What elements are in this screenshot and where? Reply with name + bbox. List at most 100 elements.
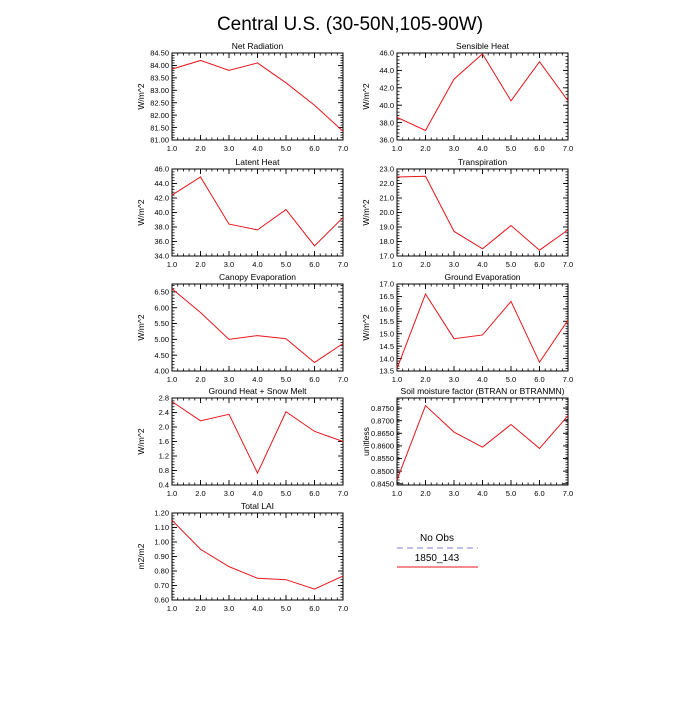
panel-sensible-heat: Sensible Heat W/m^2 1.0 2.0 3.0 4.0 5.0 6.0 7.0 3… [361,41,573,153]
total-lai-ylabel: m2/m2 [136,543,146,569]
soil-moisture-factor-btran-or-btranmn-xtick-label: 3.0 [449,489,459,498]
ground-heat-snow-melt-title: Ground Heat + Snow Melt [208,386,307,396]
canopy-evaporation-title: Canopy Evaporation [219,272,296,282]
transpiration-ytick-label: 18.0 [379,237,394,246]
net-radiation-xtick-label: 1.0 [167,144,177,153]
ground-heat-snow-melt-xtick-label: 2.0 [195,489,205,498]
latent-heat-xtick-label: 3.0 [224,260,234,269]
ground-heat-snow-melt-ytick-label: 1.2 [159,452,169,461]
total-lai-ytick-label: 0.60 [154,596,169,605]
canopy-evaporation-xtick-label: 6.0 [309,375,319,384]
ground-evaporation-xtick-label: 2.0 [420,375,430,384]
canopy-evaporation-ytick-label: 4.50 [154,351,169,360]
canopy-evaporation-ytick-label: 4.00 [154,367,169,376]
net-radiation-ylabel: W/m^2 [136,83,146,109]
ground-heat-snow-melt-xtick-label: 7.0 [338,489,348,498]
panel-soil-moisture-factor-btran-or-btranmn: Soil moisture factor (BTRAN or BTRANMN) u… [361,386,573,498]
ground-heat-snow-melt-ytick-label: 0.8 [159,466,169,475]
total-lai-ytick-label: 1.10 [154,523,169,532]
sensible-heat-ytick-label: 36.0 [379,136,394,145]
ground-heat-snow-melt-xtick-label: 4.0 [252,489,262,498]
latent-heat-ytick-label: 34.0 [154,252,169,261]
soil-moisture-factor-btran-or-btranmn-xtick-label: 1.0 [392,489,402,498]
canopy-evaporation-series-line [171,288,344,364]
soil-moisture-factor-btran-or-btranmn-xtick-label: 7.0 [563,489,573,498]
transpiration-series-line [396,175,569,251]
sensible-heat-ylabel: W/m^2 [361,83,371,109]
transpiration-frame [396,168,569,257]
sensible-heat-xtick-label: 2.0 [420,144,430,153]
latent-heat-xtick-label: 4.0 [252,260,262,269]
transpiration-xtick-label: 2.0 [420,260,430,269]
soil-moisture-factor-btran-or-btranmn-series-line [396,404,569,481]
sensible-heat-ytick-label: 42.0 [379,84,394,93]
transpiration-xtick-label: 6.0 [534,260,544,269]
net-radiation-frame [171,52,344,141]
latent-heat-ytick-label: 44.0 [154,179,169,188]
transpiration-xtick-label: 7.0 [563,260,573,269]
ground-heat-snow-melt-ytick-label: 0.4 [159,481,169,490]
total-lai-xtick-label: 2.0 [195,604,205,613]
panel-latent-heat: Latent Heat W/m^2 1.0 2.0 3.0 4.0 5.0 6.0 7.0 34.… [136,157,348,269]
canopy-evaporation-xtick-label: 5.0 [281,375,291,384]
net-radiation-ytick-label: 84.50 [150,49,169,58]
latent-heat-ytick-label: 38.0 [154,223,169,232]
soil-moisture-factor-btran-or-btranmn-ytick-label: 0.8450 [371,479,394,488]
net-radiation-ytick-label: 82.50 [150,98,169,107]
ground-evaporation-ytick-label: 16.5 [379,292,394,301]
soil-moisture-factor-btran-or-btranmn-title: Soil moisture factor (BTRAN or BTRANMN) [401,386,565,396]
sensible-heat-xtick-label: 3.0 [449,144,459,153]
ground-evaporation-xtick-label: 4.0 [477,375,487,384]
transpiration-ytick-label: 23.0 [379,165,394,174]
ground-evaporation-ytick-label: 15.5 [379,317,394,326]
latent-heat-title: Latent Heat [236,157,281,167]
sensible-heat-series-line [396,53,569,132]
panel-net-radiation: Net Radiation W/m^2 1.0 2.0 3.0 4.0 5.0 6.0 7.0 8… [136,41,348,153]
canopy-evaporation-ytick-label: 6.50 [154,288,169,297]
ground-evaporation-xtick-label: 1.0 [392,375,402,384]
legend-label-no-obs: No Obs [420,533,454,544]
transpiration-ytick-label: 17.0 [379,252,394,261]
canopy-evaporation-xtick-label: 7.0 [338,375,348,384]
soil-moisture-factor-btran-or-btranmn-xtick-label: 5.0 [506,489,516,498]
ground-evaporation-xtick-label: 6.0 [534,375,544,384]
soil-moisture-factor-btran-or-btranmn-xtick-label: 2.0 [420,489,430,498]
legend-label-1850-143: 1850_143 [415,553,460,564]
soil-moisture-factor-btran-or-btranmn-ytick-label: 0.8650 [371,429,394,438]
latent-heat-xtick-label: 7.0 [338,260,348,269]
net-radiation-ytick-label: 81.00 [150,136,169,145]
net-radiation-xtick-label: 6.0 [309,144,319,153]
transpiration-ytick-label: 22.0 [379,179,394,188]
latent-heat-xtick-label: 6.0 [309,260,319,269]
latent-heat-xtick-label: 5.0 [281,260,291,269]
canopy-evaporation-frame [171,283,344,372]
ground-evaporation-ytick-label: 14.5 [379,342,394,351]
sensible-heat-title: Sensible Heat [456,41,510,51]
total-lai-xtick-label: 4.0 [252,604,262,613]
transpiration-ylabel: W/m^2 [361,199,371,225]
ground-heat-snow-melt-xtick-label: 1.0 [167,489,177,498]
net-radiation-xtick-label: 4.0 [252,144,262,153]
canopy-evaporation-ytick-label: 5.00 [154,335,169,344]
canopy-evaporation-xtick-label: 2.0 [195,375,205,384]
ground-evaporation-series-line [396,292,569,369]
canopy-evaporation-xtick-label: 3.0 [224,375,234,384]
total-lai-xtick-label: 5.0 [281,604,291,613]
ground-evaporation-ytick-label: 14.0 [379,354,394,363]
ground-evaporation-ylabel: W/m^2 [361,314,371,340]
net-radiation-title: Net Radiation [232,41,284,51]
net-radiation-ytick-label: 83.50 [150,74,169,83]
latent-heat-xtick-label: 1.0 [167,260,177,269]
total-lai-xtick-label: 7.0 [338,604,348,613]
sensible-heat-xtick-label: 4.0 [477,144,487,153]
sensible-heat-xtick-label: 1.0 [392,144,402,153]
total-lai-ytick-label: 0.90 [154,552,169,561]
soil-moisture-factor-btran-or-btranmn-ylabel: unitless [361,427,371,456]
net-radiation-xtick-label: 2.0 [195,144,205,153]
total-lai-frame [171,512,344,601]
total-lai-series-line [171,519,344,590]
transpiration-ytick-label: 20.0 [379,208,394,217]
net-radiation-ytick-label: 81.50 [150,123,169,132]
canopy-evaporation-ytick-label: 5.50 [154,319,169,328]
